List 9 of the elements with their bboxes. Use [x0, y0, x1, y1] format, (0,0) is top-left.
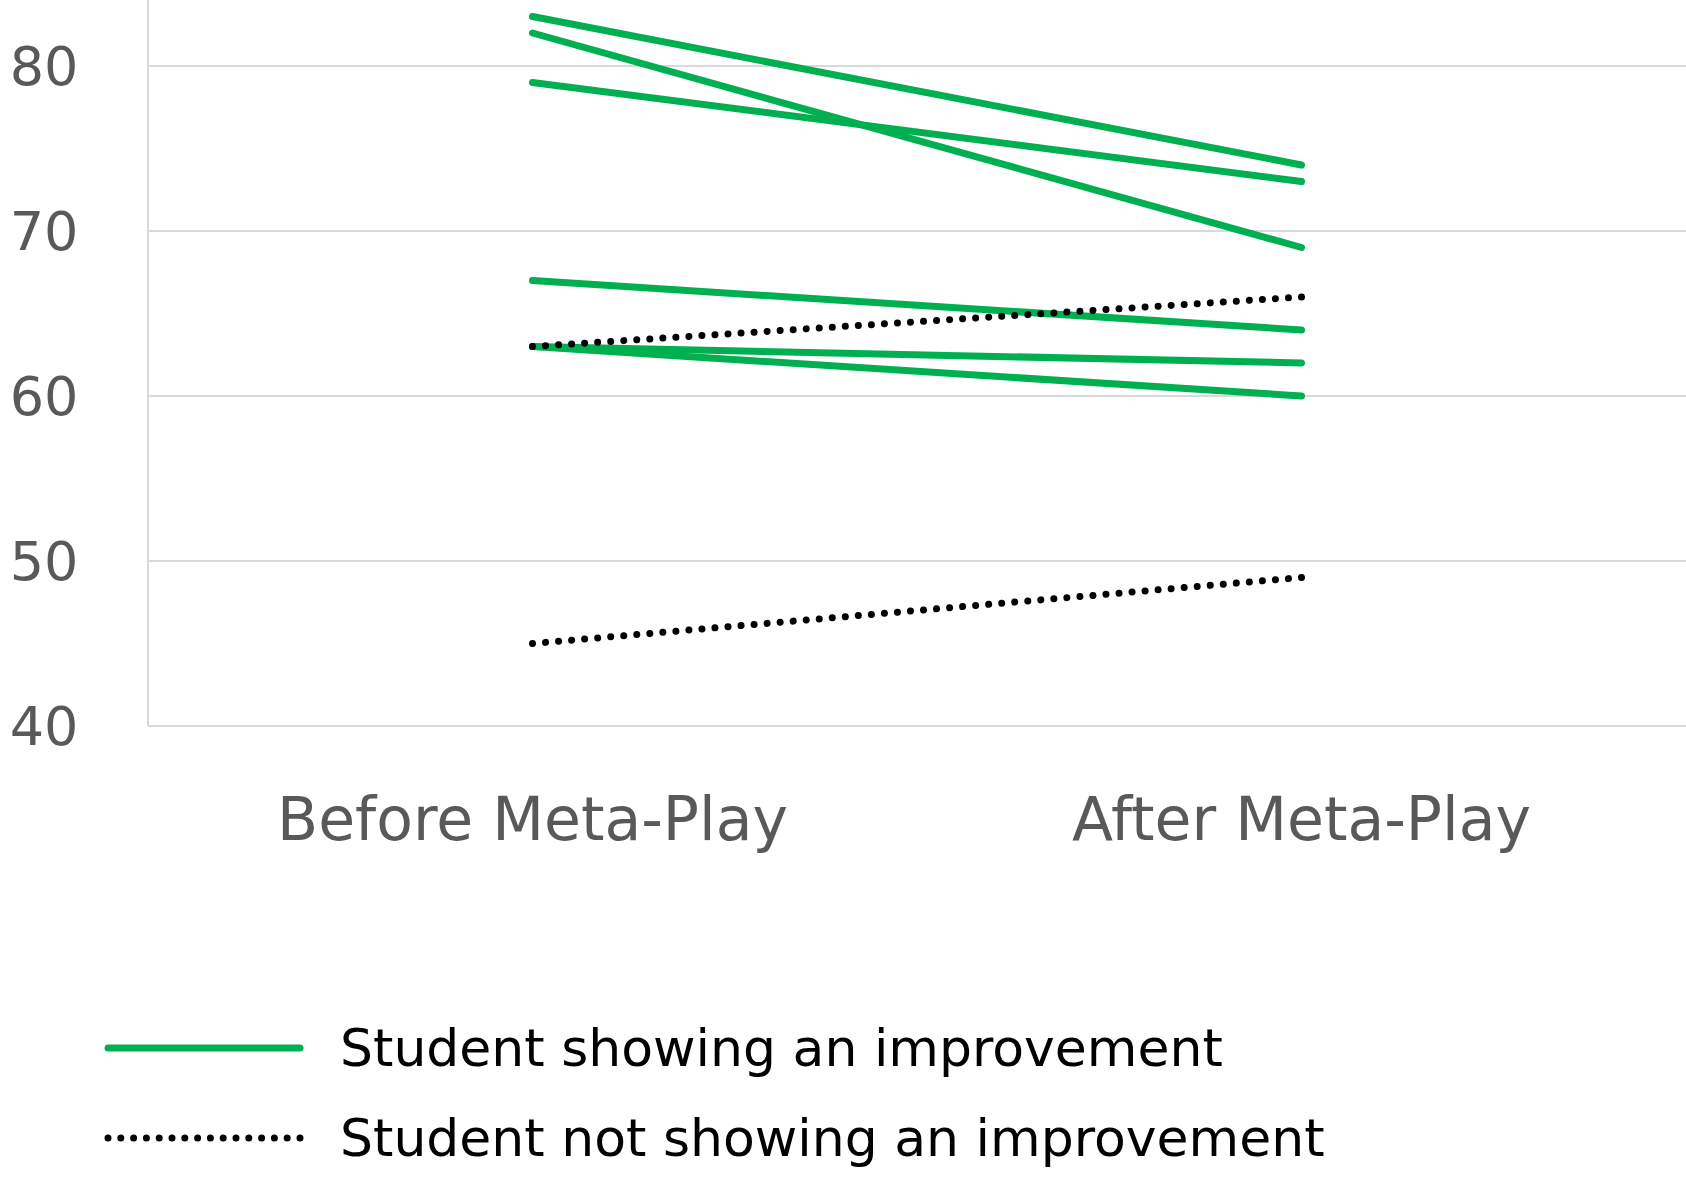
y-tick-label: 40	[9, 694, 79, 758]
legend-label: Student showing an improvement	[340, 1018, 1223, 1079]
x-tick-label: After Meta-Play	[1072, 784, 1531, 854]
legend-label: Student not showing an improvement	[340, 1108, 1325, 1169]
y-tick-label: 70	[9, 199, 79, 263]
y-tick-label: 50	[9, 529, 79, 593]
y-tick-label: 60	[9, 364, 79, 428]
y-tick-label: 80	[9, 34, 79, 98]
x-tick-label: Before Meta-Play	[277, 784, 788, 854]
